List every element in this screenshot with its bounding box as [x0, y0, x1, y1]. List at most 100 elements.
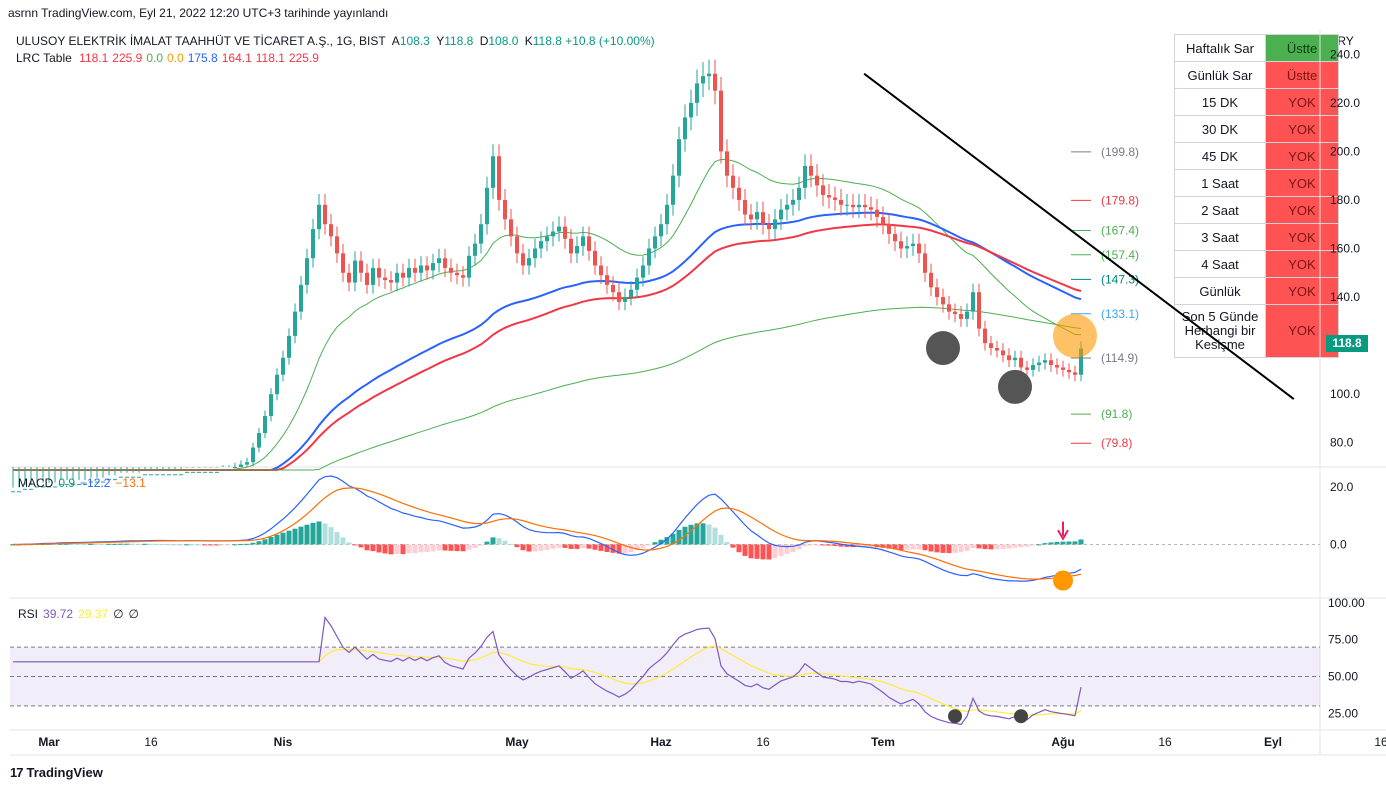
- macd-histogram-bar: [754, 544, 760, 559]
- candle-body: [1013, 357, 1017, 361]
- x-tick-label: 16: [1374, 735, 1386, 749]
- candle-body: [983, 328, 987, 344]
- candle-body: [869, 207, 873, 210]
- macd-histogram-bar: [664, 537, 670, 545]
- x-tick-label: Haz: [650, 735, 671, 749]
- candle-body: [185, 471, 189, 473]
- price-tick-label: 200.0: [1330, 144, 1360, 158]
- candle-body: [1007, 355, 1011, 361]
- tradingview-logo[interactable]: 17 TradingView: [10, 765, 103, 780]
- macd-histogram-bar: [334, 531, 340, 545]
- macd-histogram-bar: [280, 532, 286, 545]
- candle-body: [389, 280, 393, 283]
- price-tick-label: 80.0: [1330, 436, 1354, 450]
- candle-body: [845, 204, 849, 206]
- candle-body: [125, 476, 129, 478]
- candle-body: [545, 236, 549, 242]
- status-row: 45 DK YOK: [1174, 142, 1339, 170]
- macd-histogram-bar: [514, 544, 520, 548]
- candle-body: [407, 267, 411, 278]
- candle-body: [893, 233, 897, 242]
- candle-body: [119, 476, 123, 478]
- x-tick-label: Ağu: [1051, 735, 1074, 749]
- macd-histogram-bar: [790, 544, 796, 553]
- macd-histogram-bar: [820, 544, 826, 546]
- macd-histogram-bar: [1048, 542, 1054, 545]
- macd-histogram-bar: [148, 543, 154, 545]
- candle-body: [347, 272, 351, 283]
- candle-body: [443, 258, 447, 268]
- macd-histogram-bar: [772, 544, 778, 559]
- macd-histogram-bar: [436, 544, 442, 551]
- macd-histogram-bar: [580, 544, 586, 549]
- candle-body: [935, 287, 939, 298]
- candle-body: [755, 212, 759, 220]
- lrc-value: 175.8: [187, 51, 218, 65]
- macd-histogram-bar: [472, 544, 478, 548]
- candle-body: [83, 483, 87, 485]
- candle-body: [923, 253, 927, 273]
- candle-body: [665, 204, 669, 225]
- candle-body: [17, 491, 21, 493]
- candle-body: [455, 272, 459, 276]
- candle-body: [647, 248, 651, 266]
- macd-histogram-bar: [814, 544, 820, 546]
- candle-body: [251, 447, 255, 463]
- macd-histogram-bar: [634, 544, 640, 551]
- status-row: Günlük YOK: [1174, 277, 1339, 305]
- macd-histogram-bar: [628, 544, 634, 553]
- candle-body: [491, 156, 495, 188]
- macd-histogram-bar: [502, 540, 508, 545]
- candle-body: [299, 284, 303, 312]
- candle-body: [539, 241, 543, 249]
- candle-body: [35, 486, 39, 488]
- candle-body: [791, 199, 795, 205]
- candle-body: [1079, 348, 1083, 375]
- candle-body: [257, 433, 261, 448]
- macd-histogram-bar: [910, 544, 916, 550]
- macd-tick-label: 0.0: [1330, 537, 1347, 551]
- candle-body: [947, 304, 951, 312]
- macd-histogram-bar: [310, 522, 316, 545]
- candle-body: [419, 265, 423, 273]
- macd-histogram-bar: [412, 544, 418, 554]
- macd-histogram-bar: [826, 544, 832, 546]
- macd-highlight-circle: [1053, 570, 1073, 591]
- candle-body: [887, 224, 891, 234]
- macd-histogram-bar: [106, 543, 112, 545]
- macd-legend: MACD 0.9 −12.2 −13.1: [18, 476, 146, 490]
- macd-histogram-bar: [520, 544, 526, 551]
- status-label: 3 Saat: [1174, 223, 1266, 251]
- candle-body: [383, 277, 387, 281]
- macd-histogram-bar: [676, 529, 682, 545]
- chart-title: ULUSOY ELEKTRİK İMALAT TAAHHÜT VE TİCARE…: [16, 34, 655, 48]
- candle-body: [167, 474, 171, 476]
- macd-histogram-bar: [508, 543, 514, 545]
- macd-histogram-bar: [730, 544, 736, 548]
- macd-histogram-bar: [112, 543, 118, 545]
- candle-body: [863, 204, 867, 208]
- x-tick-label: 16: [144, 735, 158, 749]
- rsi-legend: RSI 39.72 29.37 ∅ ∅: [18, 607, 139, 621]
- macd-histogram-bar: [916, 544, 922, 550]
- macd-histogram-bar: [406, 544, 412, 554]
- candle-body: [239, 464, 243, 467]
- candle-body: [47, 486, 51, 488]
- macd-histogram-bar: [604, 544, 610, 553]
- candle-body: [551, 231, 555, 237]
- status-row: 15 DK YOK: [1174, 88, 1339, 116]
- macd-histogram-bar: [670, 533, 676, 545]
- macd-histogram-bar: [190, 544, 196, 546]
- candle-body: [941, 297, 945, 305]
- macd-histogram-bar: [736, 544, 742, 553]
- macd-histogram-bar: [172, 544, 178, 546]
- candle-body: [599, 265, 603, 276]
- macd-histogram-bar: [232, 544, 238, 546]
- x-tick-label: Nis: [274, 735, 293, 749]
- candle-body: [1061, 367, 1065, 370]
- candle-body: [317, 204, 321, 230]
- candle-body: [1073, 372, 1077, 375]
- ohlc-open-value: 108.3: [399, 34, 430, 48]
- candle-body: [479, 224, 483, 244]
